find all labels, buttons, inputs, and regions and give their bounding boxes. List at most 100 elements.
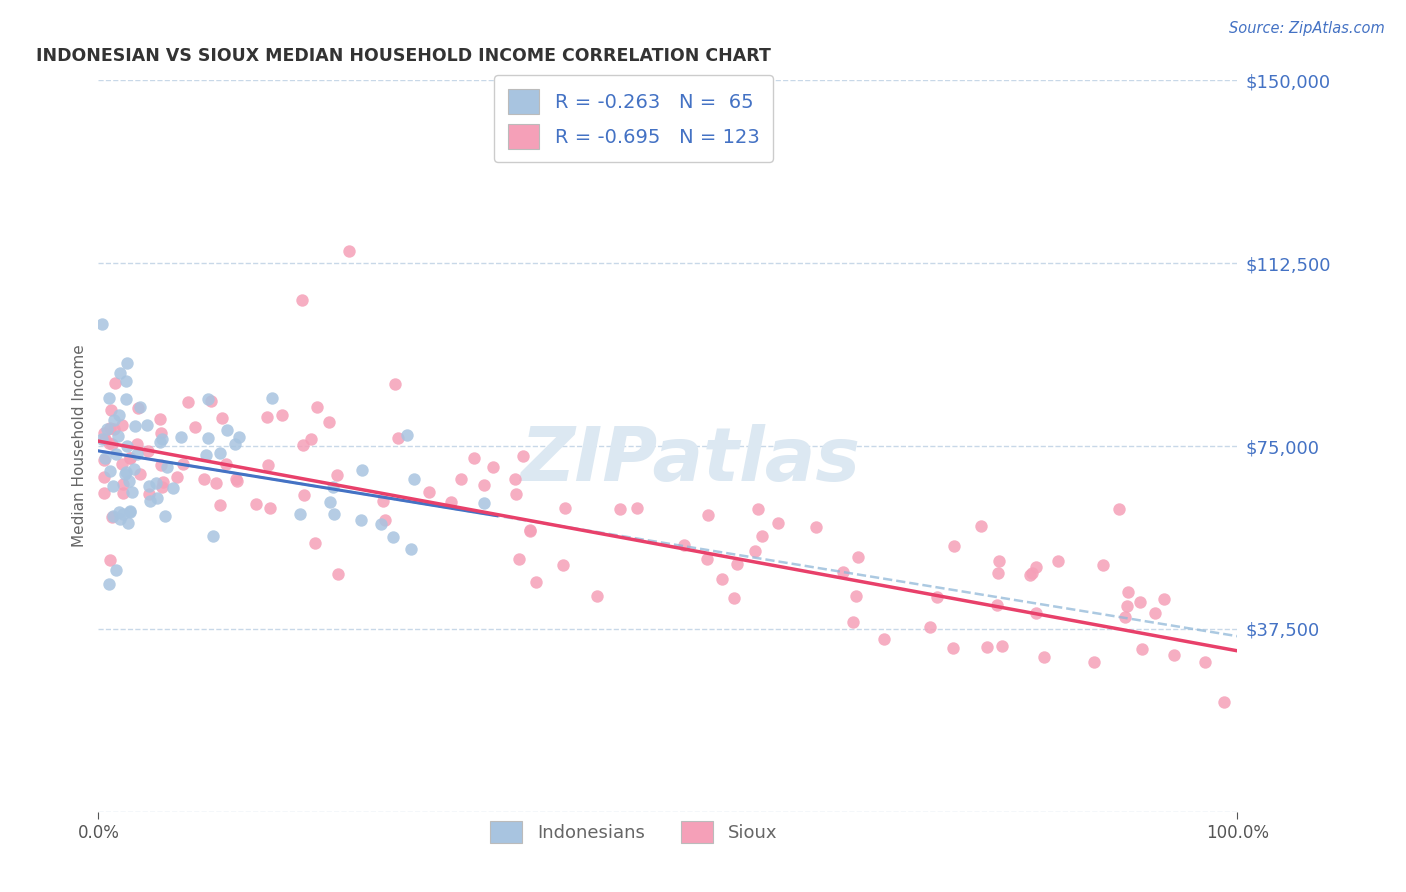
Point bbox=[259, 501, 281, 516]
Point bbox=[987, 566, 1010, 580]
Point bbox=[299, 432, 322, 446]
Point bbox=[150, 425, 173, 440]
Point bbox=[94, 450, 117, 465]
Point bbox=[725, 557, 748, 571]
Point bbox=[262, 391, 284, 405]
Point bbox=[149, 458, 172, 473]
Point bbox=[387, 431, 409, 445]
Point bbox=[987, 554, 1010, 568]
Point bbox=[747, 502, 769, 516]
Point bbox=[337, 244, 360, 258]
Point bbox=[292, 488, 315, 502]
Point bbox=[1144, 606, 1167, 620]
Point bbox=[108, 505, 131, 519]
Point bbox=[291, 437, 314, 451]
Point bbox=[184, 419, 207, 434]
Point bbox=[120, 451, 142, 466]
Text: Source: ZipAtlas.com: Source: ZipAtlas.com bbox=[1229, 21, 1385, 36]
Point bbox=[224, 436, 246, 450]
Point bbox=[98, 464, 121, 478]
Point bbox=[673, 538, 696, 552]
Point bbox=[1153, 591, 1175, 606]
Point bbox=[804, 520, 827, 534]
Point bbox=[373, 493, 395, 508]
Point bbox=[101, 479, 124, 493]
Point bbox=[508, 552, 530, 566]
Point bbox=[115, 439, 138, 453]
Point bbox=[925, 590, 948, 604]
Point bbox=[307, 400, 329, 414]
Point bbox=[166, 470, 188, 484]
Point bbox=[505, 472, 527, 486]
Point bbox=[1129, 595, 1152, 609]
Point bbox=[384, 377, 406, 392]
Point bbox=[418, 484, 440, 499]
Point bbox=[1091, 558, 1114, 573]
Point bbox=[723, 591, 745, 606]
Point bbox=[696, 552, 718, 566]
Point bbox=[1194, 655, 1216, 669]
Point bbox=[93, 470, 115, 484]
Point bbox=[322, 480, 344, 494]
Text: INDONESIAN VS SIOUX MEDIAN HOUSEHOLD INCOME CORRELATION CHART: INDONESIAN VS SIOUX MEDIAN HOUSEHOLD INC… bbox=[35, 47, 770, 65]
Point bbox=[381, 530, 404, 544]
Point bbox=[326, 468, 349, 483]
Point bbox=[195, 448, 218, 462]
Point bbox=[209, 498, 232, 512]
Y-axis label: Median Household Income: Median Household Income bbox=[72, 344, 87, 548]
Point bbox=[1019, 568, 1042, 582]
Point bbox=[200, 393, 222, 408]
Point bbox=[107, 428, 129, 442]
Point bbox=[326, 566, 349, 581]
Point bbox=[209, 446, 232, 460]
Point bbox=[129, 400, 152, 414]
Point bbox=[942, 641, 965, 656]
Point bbox=[245, 497, 267, 511]
Point bbox=[111, 417, 134, 432]
Point bbox=[350, 512, 373, 526]
Point bbox=[214, 457, 236, 471]
Point bbox=[90, 432, 112, 446]
Point bbox=[98, 577, 121, 591]
Point bbox=[450, 472, 472, 486]
Point bbox=[304, 535, 326, 549]
Point bbox=[873, 632, 896, 647]
Point bbox=[150, 480, 173, 494]
Point bbox=[125, 436, 148, 450]
Point bbox=[100, 402, 122, 417]
Point bbox=[1046, 554, 1069, 568]
Point bbox=[93, 452, 115, 467]
Point bbox=[122, 462, 145, 476]
Point bbox=[96, 422, 118, 436]
Point bbox=[97, 435, 120, 450]
Point bbox=[111, 458, 134, 472]
Point bbox=[205, 475, 228, 490]
Point bbox=[139, 494, 162, 508]
Point bbox=[290, 507, 312, 521]
Point bbox=[97, 392, 120, 406]
Point bbox=[440, 495, 463, 509]
Point bbox=[98, 421, 121, 435]
Point bbox=[472, 496, 495, 510]
Point bbox=[156, 459, 179, 474]
Point bbox=[1118, 585, 1140, 599]
Point bbox=[111, 507, 134, 521]
Point bbox=[149, 435, 172, 450]
Point bbox=[225, 472, 247, 486]
Point bbox=[609, 502, 631, 516]
Point bbox=[553, 558, 575, 572]
Point bbox=[217, 423, 239, 437]
Point bbox=[127, 447, 149, 461]
Point bbox=[395, 428, 418, 442]
Point bbox=[404, 472, 426, 486]
Point bbox=[744, 543, 766, 558]
Point bbox=[93, 485, 115, 500]
Point bbox=[124, 419, 146, 434]
Point bbox=[104, 376, 127, 390]
Point bbox=[103, 422, 125, 436]
Point bbox=[846, 550, 869, 565]
Point bbox=[554, 501, 576, 516]
Point bbox=[505, 487, 527, 501]
Point bbox=[129, 467, 152, 481]
Point bbox=[256, 409, 278, 424]
